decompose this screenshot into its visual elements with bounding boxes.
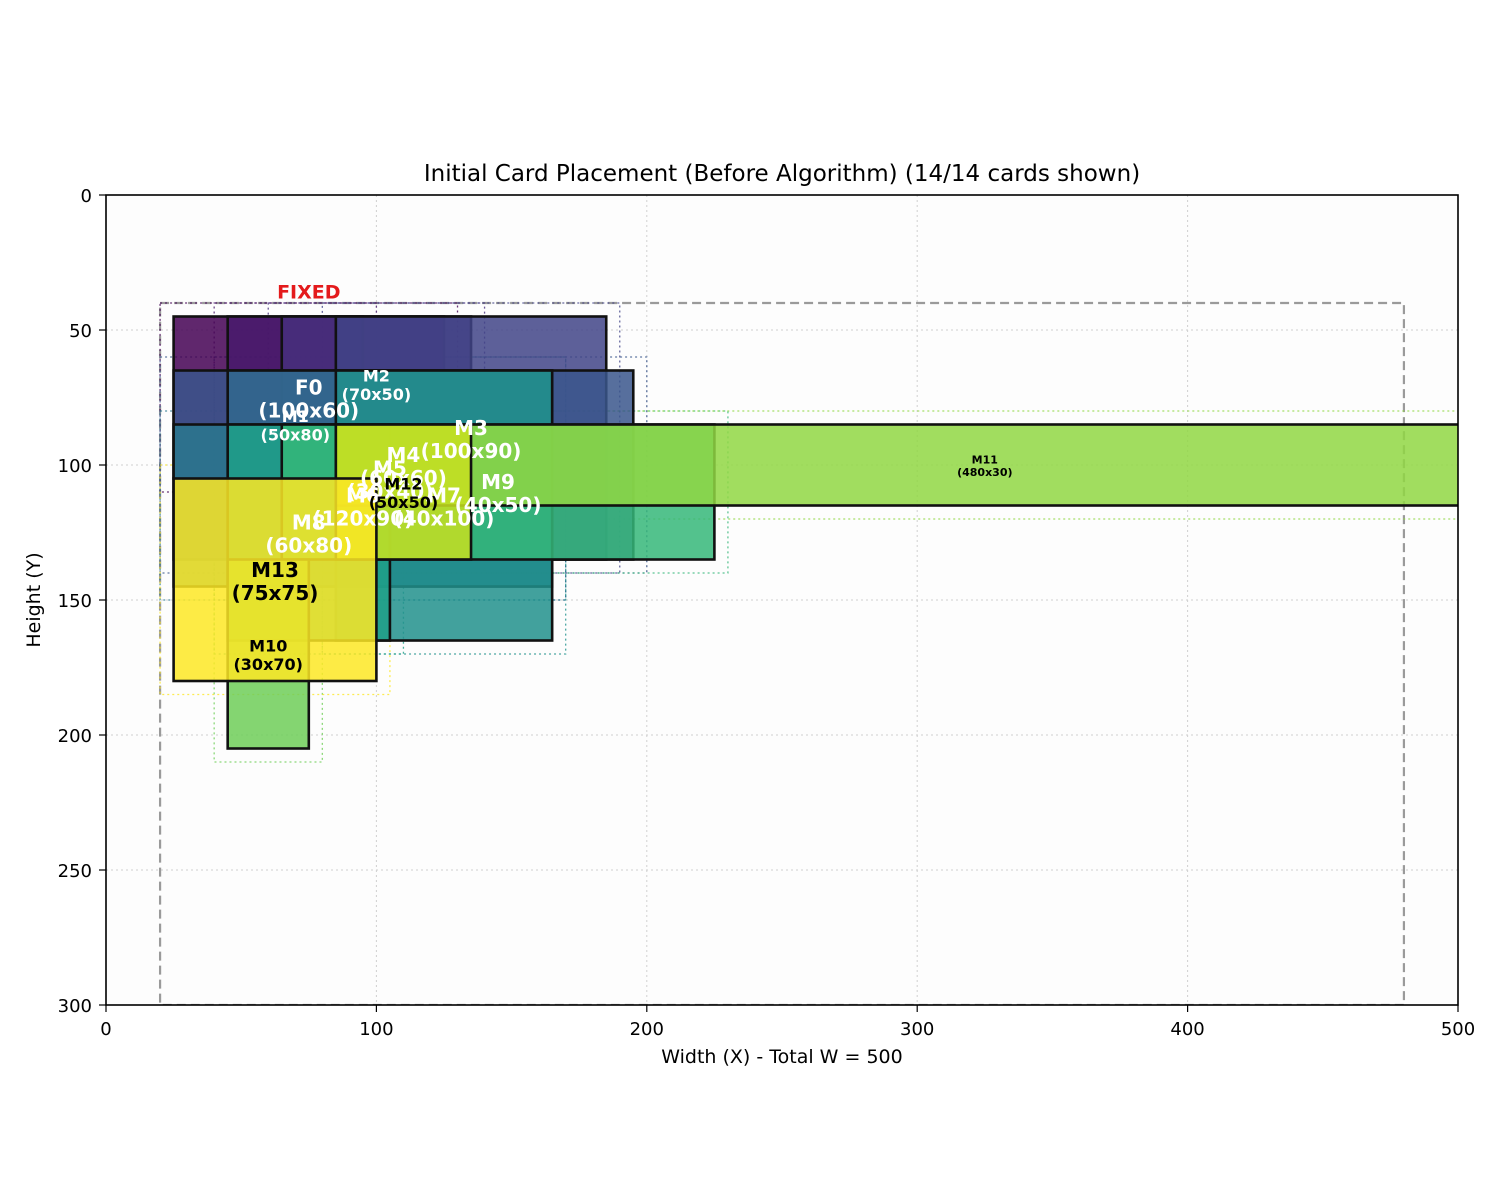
card-label-m4: M4 (60x60)	[360, 443, 447, 490]
card-label-m5: M5 (30x40)	[346, 457, 433, 504]
card-label-m6: M6 (120x90)	[312, 484, 413, 531]
card-label-f0: F0 (100x60)	[258, 376, 359, 423]
x-tick-label: 0	[100, 1019, 111, 1040]
labels-layer: F0 (100x60) FIXED M1 (50x80) M2 (70x50) M3 (100x…	[232, 282, 1013, 675]
fixed-label: FIXED	[277, 282, 340, 304]
card-label-m7: M7 (40x100)	[394, 484, 495, 531]
plot-area: F0 (100x60) FIXED M1 (50x80) M2 (70x50) M3 (100x…	[105, 194, 1459, 1006]
x-tick-label: 500	[1441, 1019, 1475, 1040]
card-label-m12: M12 (50x50)	[369, 475, 438, 512]
y-tick-label: 200	[58, 726, 92, 747]
x-tick-label: 300	[900, 1019, 934, 1040]
y-tick-label: 250	[58, 861, 92, 882]
card-label-m3: M3 (100x90)	[421, 416, 522, 463]
card-m13	[172, 477, 378, 683]
y-axis: 0 50 100 150 200 250 300	[58, 186, 106, 1017]
container-boundary	[158, 301, 1406, 1005]
card-m11	[334, 423, 1458, 507]
y-axis-label: Height (Y)	[23, 552, 45, 647]
card-label-m1: M1 (50x80)	[261, 407, 330, 444]
x-tick-label: 400	[1170, 1019, 1204, 1040]
x-tick-label: 200	[630, 1019, 664, 1040]
y-tick-label: 50	[69, 321, 92, 342]
card-label-m13: M13 (75x75)	[232, 558, 319, 605]
card-label-m8: M8 (60x80)	[265, 511, 352, 558]
card-label-m2: M2 (70x50)	[342, 367, 411, 404]
card-label-m9: M9 (40x50)	[455, 470, 542, 517]
y-tick-label: 100	[58, 456, 92, 477]
container-layer	[158, 301, 1406, 1005]
y-tick-label: 0	[81, 186, 92, 207]
x-axis: 0 100 200 300 400 500	[100, 1005, 1475, 1040]
chart-title: Initial Card Placement (Before Algorithm…	[424, 161, 1140, 187]
x-axis-label: Width (X) - Total W = 500	[661, 1046, 902, 1068]
cards-layer	[172, 315, 1458, 750]
y-tick-label: 300	[58, 996, 92, 1017]
card-label-m11: M11 (480x30)	[957, 453, 1012, 479]
y-tick-label: 150	[58, 591, 92, 612]
card-label-m10: M10 (30x70)	[233, 637, 302, 674]
x-tick-label: 100	[359, 1019, 393, 1040]
